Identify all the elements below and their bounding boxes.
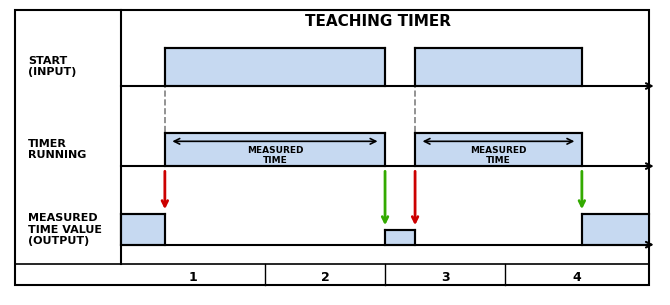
Text: 3: 3 xyxy=(441,271,450,285)
Text: START
(INPUT): START (INPUT) xyxy=(28,56,76,77)
Text: TIMER
RUNNING: TIMER RUNNING xyxy=(28,139,86,160)
Text: MEASURED
TIME: MEASURED TIME xyxy=(470,145,527,165)
FancyBboxPatch shape xyxy=(385,230,415,245)
FancyBboxPatch shape xyxy=(121,214,165,245)
FancyBboxPatch shape xyxy=(582,214,649,245)
Text: TEACHING TIMER: TEACHING TIMER xyxy=(306,13,452,29)
Text: 4: 4 xyxy=(572,271,582,285)
FancyBboxPatch shape xyxy=(165,133,385,166)
Text: 1: 1 xyxy=(189,271,198,285)
FancyBboxPatch shape xyxy=(15,10,649,285)
FancyBboxPatch shape xyxy=(415,133,582,166)
Text: MEASURED
TIME: MEASURED TIME xyxy=(247,145,304,165)
FancyBboxPatch shape xyxy=(165,48,385,86)
Text: 2: 2 xyxy=(321,271,330,285)
Text: MEASURED
TIME VALUE
(OUTPUT): MEASURED TIME VALUE (OUTPUT) xyxy=(28,213,102,246)
FancyBboxPatch shape xyxy=(415,48,582,86)
